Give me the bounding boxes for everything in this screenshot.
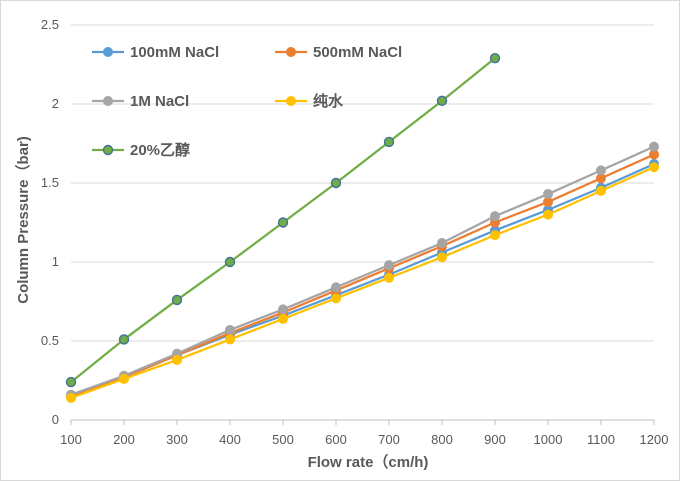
data-point — [278, 304, 288, 315]
data-point — [330, 177, 342, 189]
series-line — [70, 145, 655, 396]
data-point — [278, 313, 288, 324]
data-point — [384, 272, 394, 283]
series-layer — [65, 52, 659, 403]
axes: 0 0.5 1 1.5 2 2.5 100 200 300 400 500 600 700 800 900 1… — [41, 17, 669, 447]
y-tick-label: 2.5 — [41, 17, 59, 32]
legend-label: 20%乙醇 — [130, 141, 190, 159]
data-point — [384, 260, 394, 271]
data-point — [437, 238, 447, 249]
legend-item: 100mM NaCl — [92, 44, 219, 61]
legend-item: 纯水 — [275, 92, 344, 110]
x-tick-label: 700 — [378, 432, 400, 447]
legend-swatch-marker — [103, 96, 113, 106]
legend-label: 100mM NaCl — [130, 44, 219, 61]
series-line — [70, 166, 655, 399]
data-point — [383, 136, 395, 148]
data-point — [543, 209, 553, 220]
legend: 100mM NaCl 500mM NaCl 1M NaCl 纯水 20%乙醇 — [92, 44, 402, 159]
data-point — [172, 354, 182, 365]
legend-label: 1M NaCl — [130, 93, 189, 110]
data-point — [649, 162, 659, 173]
grid-lines — [71, 24, 654, 342]
data-point — [436, 95, 448, 107]
data-point — [171, 294, 183, 306]
data-point — [331, 293, 341, 304]
legend-item: 20%乙醇 — [92, 141, 190, 159]
data-point — [489, 52, 501, 64]
data-point — [331, 282, 341, 293]
data-point — [649, 141, 659, 152]
y-axis-title: Column Pressure（bar) — [14, 136, 32, 304]
x-tick-label: 200 — [113, 432, 135, 447]
legend-swatch-marker — [286, 47, 296, 57]
data-point — [490, 230, 500, 241]
series-纯水 — [66, 162, 659, 403]
x-tick-label: 900 — [484, 432, 506, 447]
legend-label: 500mM NaCl — [313, 44, 402, 61]
data-point — [543, 189, 553, 200]
x-tick-label: 500 — [272, 432, 294, 447]
x-tick-label: 600 — [325, 432, 347, 447]
data-point — [225, 334, 235, 345]
data-point — [119, 373, 129, 384]
y-tick-label: 1 — [52, 254, 59, 269]
series-line — [70, 153, 655, 398]
x-tick-label: 300 — [166, 432, 188, 447]
data-point — [66, 392, 76, 403]
legend-item: 1M NaCl — [92, 93, 189, 110]
x-tick-label: 1000 — [534, 432, 563, 447]
x-tick-label: 800 — [431, 432, 453, 447]
y-tick-label: 2 — [52, 96, 59, 111]
series-20%乙醇 — [65, 52, 501, 388]
data-point — [437, 252, 447, 263]
x-tick-label: 100 — [60, 432, 82, 447]
data-point — [224, 256, 236, 268]
legend-swatch-marker — [103, 47, 113, 57]
x-tick-label: 400 — [219, 432, 241, 447]
legend-swatch-marker — [102, 144, 114, 156]
data-point — [490, 211, 500, 222]
y-tick-label: 1.5 — [41, 175, 59, 190]
x-tick-label: 1200 — [640, 432, 669, 447]
y-tick-label: 0 — [52, 412, 59, 427]
legend-item: 500mM NaCl — [275, 44, 402, 61]
series-1M NaCl — [66, 141, 659, 400]
x-tick-label: 1100 — [587, 432, 615, 447]
data-point — [596, 165, 606, 176]
data-point — [277, 217, 289, 228]
data-point — [225, 324, 235, 335]
legend-swatch-marker — [286, 96, 296, 106]
legend-label: 纯水 — [313, 92, 344, 110]
data-point — [118, 334, 130, 345]
y-tick-label: 0.5 — [41, 333, 59, 348]
data-point — [65, 376, 77, 388]
x-axis-title: Flow rate（cm/h) — [308, 453, 429, 471]
data-point — [596, 185, 606, 196]
